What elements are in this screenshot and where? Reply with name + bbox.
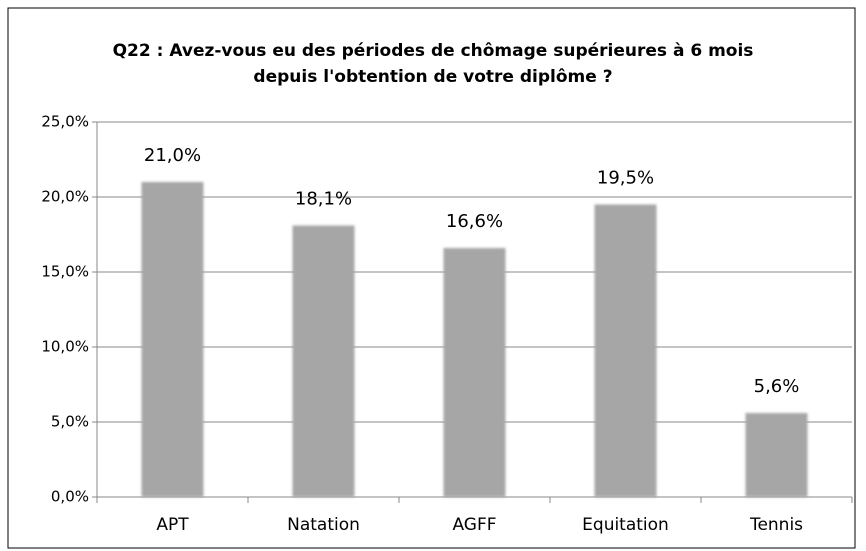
y-tick-label: 20,0% [41,188,89,206]
data-label: 21,0% [144,145,201,166]
data-label: 18,1% [295,189,352,210]
chart-frame [7,7,856,549]
data-label: 5,6% [754,376,800,397]
y-tick-label: 5,0% [51,413,89,431]
x-tick-label: Tennis [749,515,803,535]
bar [292,225,355,497]
x-tick-label: AGFF [452,515,496,535]
y-tick-label: 10,0% [41,338,89,356]
bar [443,248,506,497]
y-tick-label: 0,0% [51,488,89,506]
y-tick-label: 25,0% [41,113,89,131]
bar [594,204,657,497]
data-label: 16,6% [446,211,503,232]
data-label: 19,5% [597,168,654,189]
bar [141,182,204,497]
chart-title: Q22 : Avez-vous eu des périodes de chôma… [112,41,754,87]
x-tick-label: APT [156,515,189,535]
x-tick-label: Equitation [582,515,669,535]
x-tick-label: Natation [287,515,360,535]
y-tick-label: 15,0% [41,263,89,281]
bar [745,413,808,497]
